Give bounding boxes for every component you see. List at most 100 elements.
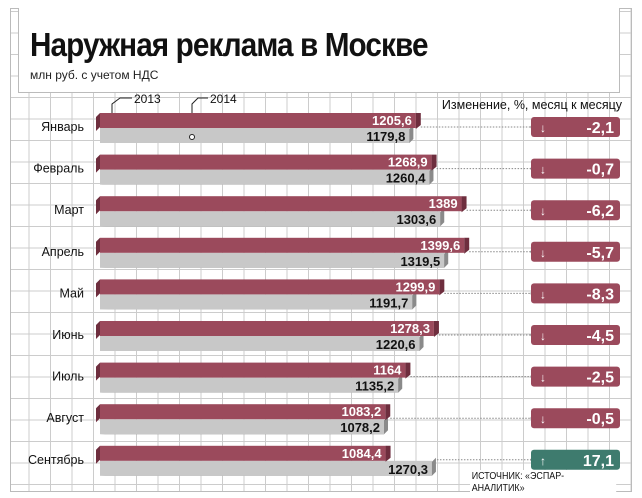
bar-2014	[100, 460, 432, 476]
legend-label-2014: 2014	[210, 92, 237, 106]
bar-2013-side	[96, 321, 100, 339]
bar-2013-side	[96, 113, 100, 131]
value-label-2014: 1303,6	[396, 212, 436, 227]
change-value: 17,1	[583, 453, 614, 470]
bar-2013-edge	[464, 237, 470, 254]
arrow-down-icon: ↓	[540, 204, 546, 218]
arrow-down-icon: ↓	[540, 329, 546, 343]
category-label: Март	[54, 203, 84, 217]
value-label-2014: 1270,3	[388, 462, 428, 477]
change-badge-down	[531, 366, 620, 387]
bar-2013-side	[96, 196, 100, 215]
change-badge-down	[531, 241, 620, 262]
arrow-down-icon: ↓	[540, 246, 546, 260]
category-label: Январь	[41, 120, 84, 134]
bar-2013	[100, 362, 406, 378]
bar-2013-edge	[461, 196, 467, 213]
bar-2013-edge	[385, 445, 391, 462]
bar-2014	[100, 419, 385, 435]
legend-label-2013: 2013	[134, 92, 161, 106]
header-box	[18, 8, 620, 93]
legend-leader-2013	[111, 97, 132, 120]
value-label-2014: 1319,5	[400, 254, 440, 269]
bar-2013-side	[96, 445, 100, 464]
value-label-2013: 1278,3	[390, 321, 430, 336]
value-label-2013: 1084,4	[342, 446, 383, 461]
bar-2014	[100, 294, 413, 310]
arrow-down-icon: ↓	[540, 287, 546, 301]
value-label-2014: 1260,4	[386, 171, 427, 186]
value-label-2014: 1078,2	[340, 420, 380, 435]
category-label: Апрель	[42, 245, 84, 259]
category-label: Май	[60, 286, 85, 300]
change-value: -5,7	[586, 245, 614, 262]
change-badge-down	[531, 158, 620, 179]
bar-2013	[100, 113, 416, 128]
change-value: -2,5	[586, 370, 614, 387]
bar-2014	[100, 377, 399, 393]
bar-2013	[100, 196, 462, 212]
value-label-2013: 1268,9	[388, 155, 428, 170]
change-value: -0,7	[586, 162, 614, 179]
arrow-down-icon: ↓	[540, 163, 546, 177]
bar-2013-edge	[431, 154, 437, 171]
bar-2013	[100, 445, 386, 461]
bar-2013-edge	[385, 404, 391, 421]
source-note: ИСТОЧНИК: «ЭСПАР-АНАЛИТИК»	[470, 470, 617, 494]
chart-subtitle: млн руб. с учетом НДС	[30, 68, 159, 82]
bar-2013	[100, 237, 465, 253]
value-label-2014: 1220,6	[376, 337, 416, 352]
arrow-down-icon: ↓	[540, 412, 546, 426]
category-label: Июнь	[52, 328, 84, 342]
category-label: Июль	[52, 370, 84, 384]
bar-2014	[100, 252, 445, 268]
change-badge-down	[531, 325, 620, 345]
change-badge-down	[531, 200, 620, 221]
bar-2013	[100, 321, 434, 336]
bar-2013	[100, 404, 386, 420]
bar-2014	[100, 336, 420, 351]
bar-2013-side	[96, 404, 100, 423]
bar-2013-side	[96, 279, 100, 298]
bar-2014	[100, 211, 441, 227]
bar-2013	[100, 154, 432, 170]
category-label: Август	[46, 411, 84, 425]
change-value: -8,3	[586, 286, 614, 303]
bar-2013-edge	[439, 279, 445, 296]
value-label-2013: 1083,2	[341, 404, 381, 419]
value-label-2014: 1191,7	[369, 295, 408, 310]
value-label-2013: 1164	[373, 363, 402, 378]
bar-2013-edge	[405, 362, 411, 379]
arrow-up-icon: ↑	[540, 454, 546, 468]
change-badge-up	[531, 449, 620, 470]
arrow-down-icon: ↓	[540, 121, 546, 135]
value-label-2014: 1179,8	[366, 129, 405, 144]
legend-marker-2014	[189, 134, 195, 140]
change-value: -6,2	[586, 203, 614, 220]
change-value: -2,1	[586, 120, 614, 137]
change-value: -4,5	[586, 328, 614, 345]
bar-2013-side	[96, 237, 100, 256]
change-header: Изменение, %, месяц к месяцу	[442, 98, 623, 112]
value-label-2013: 1399,6	[420, 238, 460, 253]
arrow-down-icon: ↓	[540, 371, 546, 385]
change-badge-down	[531, 408, 620, 429]
change-value: -0,5	[586, 411, 614, 428]
change-badge-down	[531, 117, 620, 137]
bar-2013-edge	[415, 113, 421, 129]
bar-2014	[100, 169, 430, 185]
bar-2014	[100, 128, 410, 143]
chart-title: Наружная реклама в Москве	[30, 26, 428, 63]
category-label: Сентябрь	[28, 453, 84, 467]
bar-2013-edge	[433, 321, 439, 337]
change-badge-down	[531, 283, 620, 304]
value-label-2013: 1389	[429, 196, 458, 211]
bar-2013-side	[96, 362, 100, 381]
bar-2013-side	[96, 154, 100, 173]
value-label-2014: 1135,2	[355, 379, 394, 394]
value-label-2013: 1205,6	[372, 113, 412, 128]
category-label: Февраль	[33, 162, 84, 176]
value-label-2013: 1299,9	[396, 279, 436, 294]
